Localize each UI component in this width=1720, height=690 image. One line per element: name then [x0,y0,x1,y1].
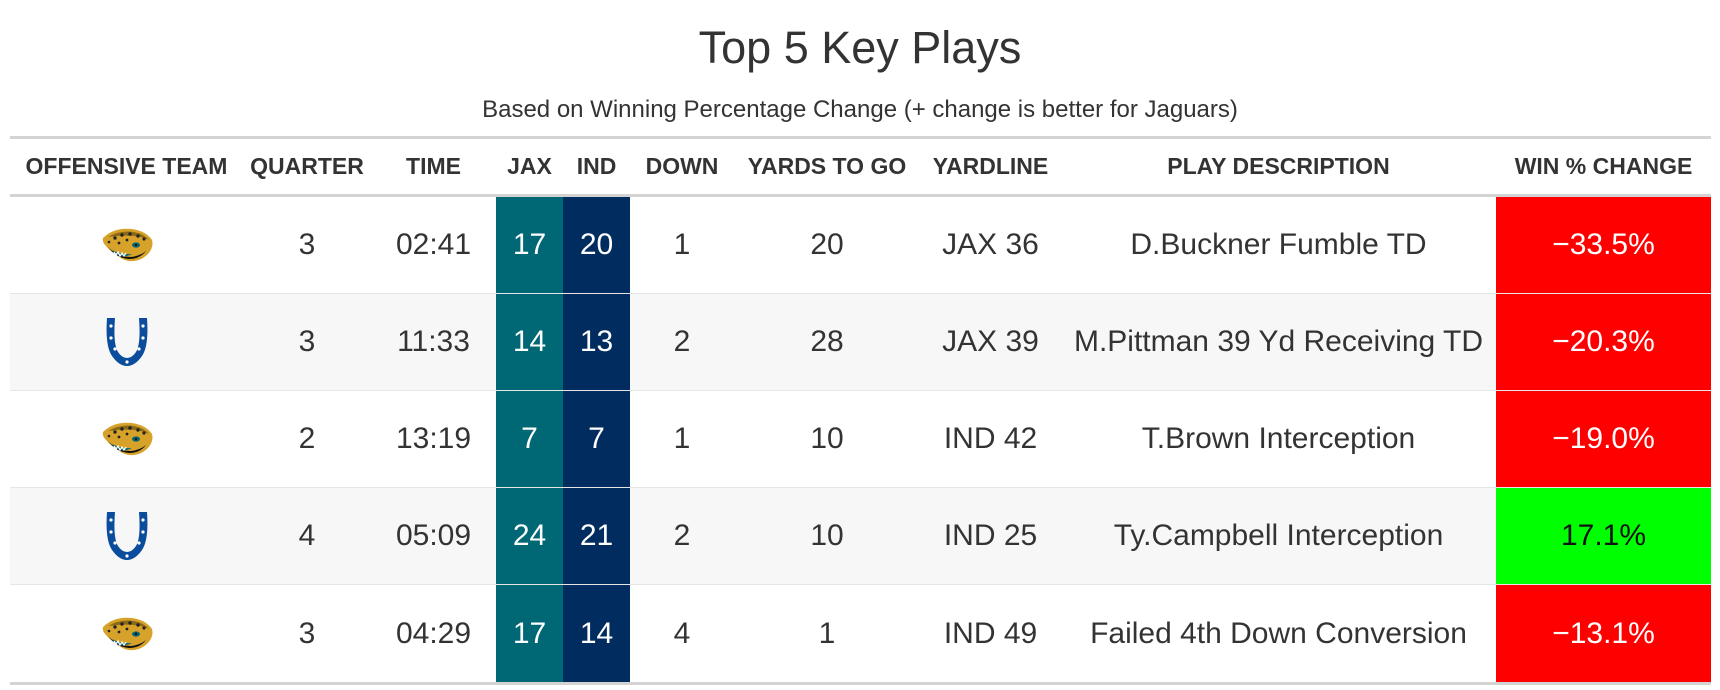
table-row: 2 13:19 7 7 1 10 IND 42 T.Brown Interception −19… [10,391,1711,488]
header-offensive-team: OFFENSIVE TEAM [25,153,228,179]
jax-score-cell: 7 [496,391,563,487]
key-plays-table: OFFENSIVE TEAM QUARTER TIME JAX IND DOWN… [10,136,1711,685]
ind-score-cell: 13 [563,294,630,390]
yards-to-go-cell: 20 [810,228,844,261]
yardline-cell: IND 25 [943,519,1038,552]
play-description-cell: M.Pittman 39 Yd Receiving TD [1073,325,1484,358]
down-cell: 1 [673,422,691,455]
play-description-cell: T.Brown Interception [1141,422,1416,455]
time-cell: 04:29 [395,616,472,650]
jaguars-logo-icon [10,391,243,487]
yardline-cell: JAX 36 [942,228,1039,261]
down-cell: 2 [673,519,691,552]
quarter-cell: 4 [298,519,316,552]
win-change-cell: −19.0% [1496,391,1711,487]
header-yardline: YARDLINE [932,153,1049,179]
win-change-cell: −20.3% [1496,294,1711,390]
table-row: 3 02:41 17 20 1 20 JAX 36 D.Buckner Fumble TD −3… [10,197,1711,294]
colts-horseshoe-icon [10,294,243,390]
table-header-row: OFFENSIVE TEAM QUARTER TIME JAX IND DOWN… [10,139,1711,197]
ind-score-cell: 21 [563,488,630,584]
yards-to-go-cell: 28 [810,325,844,358]
header-win-change: WIN % CHANGE [1514,153,1693,179]
header-play-description: PLAY DESCRIPTION [1167,153,1390,179]
play-description-cell: Ty.Campbell Interception [1113,519,1444,552]
time-cell: 13:19 [395,422,472,455]
table-row: 4 05:09 24 21 2 10 IND 25 Ty.Campbell Intercept… [10,488,1711,585]
time-cell: 11:33 [397,325,470,358]
table-body: 3 02:41 17 20 1 20 JAX 36 D.Buckner Fumble TD −3… [10,197,1711,682]
jax-score-cell: 14 [496,294,563,390]
ind-score-cell: 7 [563,391,630,487]
down-cell: 4 [673,616,691,650]
down-cell: 2 [673,325,691,358]
jaguars-logo-icon [10,197,243,293]
quarter-cell: 3 [298,325,316,358]
quarter-cell: 3 [298,228,316,261]
win-change-cell: 17.1% [1496,488,1711,584]
header-yards-to-go: YARDS TO GO [747,153,907,179]
header-ind: IND [576,153,617,179]
time-cell: 02:41 [395,228,472,261]
ind-score-cell: 14 [563,585,630,682]
yards-to-go-cell: 1 [818,616,836,650]
yardline-cell: JAX 39 [942,325,1039,358]
table-row: 3 11:33 14 13 2 28 JAX 39 M.Pittman 39 Yd Recei… [10,294,1711,391]
down-cell: 1 [673,228,691,261]
time-cell: 05:09 [395,519,472,552]
win-change-cell: −33.5% [1496,197,1711,293]
ind-score-cell: 20 [563,197,630,293]
jax-score-cell: 17 [496,585,563,682]
header-quarter: QUARTER [250,153,364,179]
table-title: Top 5 Key Plays [698,22,1022,73]
header-jax: JAX [507,153,552,179]
yardline-cell: IND 49 [943,616,1038,650]
jax-score-cell: 17 [496,197,563,293]
jaguars-logo-icon [10,585,243,682]
quarter-cell: 2 [298,422,316,455]
yardline-cell: IND 42 [943,422,1038,455]
header-time: TIME [406,153,461,179]
header-down: DOWN [645,153,719,179]
colts-horseshoe-icon [10,488,243,584]
yards-to-go-cell: 10 [810,519,844,552]
jax-score-cell: 24 [496,488,563,584]
win-change-cell: −13.1% [1496,585,1711,682]
play-description-cell: D.Buckner Fumble TD [1130,228,1427,261]
table-row: 3 04:29 17 14 4 1 IND 49 Failed 4th Down Conver… [10,585,1711,682]
table-subtitle: Based on Winning Percentage Change (+ ch… [482,96,1238,123]
yards-to-go-cell: 10 [810,422,844,455]
quarter-cell: 3 [298,616,316,650]
play-description-cell: Failed 4th Down Conversion [1090,616,1467,650]
